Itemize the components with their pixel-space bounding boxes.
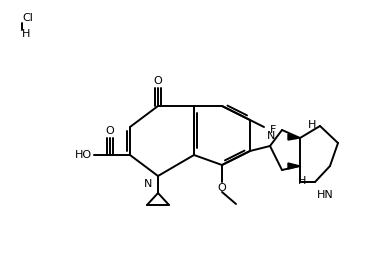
Polygon shape [288,163,300,169]
Polygon shape [288,134,300,140]
Text: O: O [217,183,226,193]
Text: HO: HO [75,150,92,160]
Text: O: O [154,76,163,86]
Text: H: H [22,29,30,39]
Text: F: F [270,125,276,135]
Text: H: H [308,120,317,130]
Text: N: N [267,131,275,141]
Text: Cl: Cl [22,13,33,23]
Text: HN: HN [317,190,334,200]
Text: H: H [298,176,306,186]
Text: N: N [144,179,152,189]
Text: O: O [106,126,115,136]
